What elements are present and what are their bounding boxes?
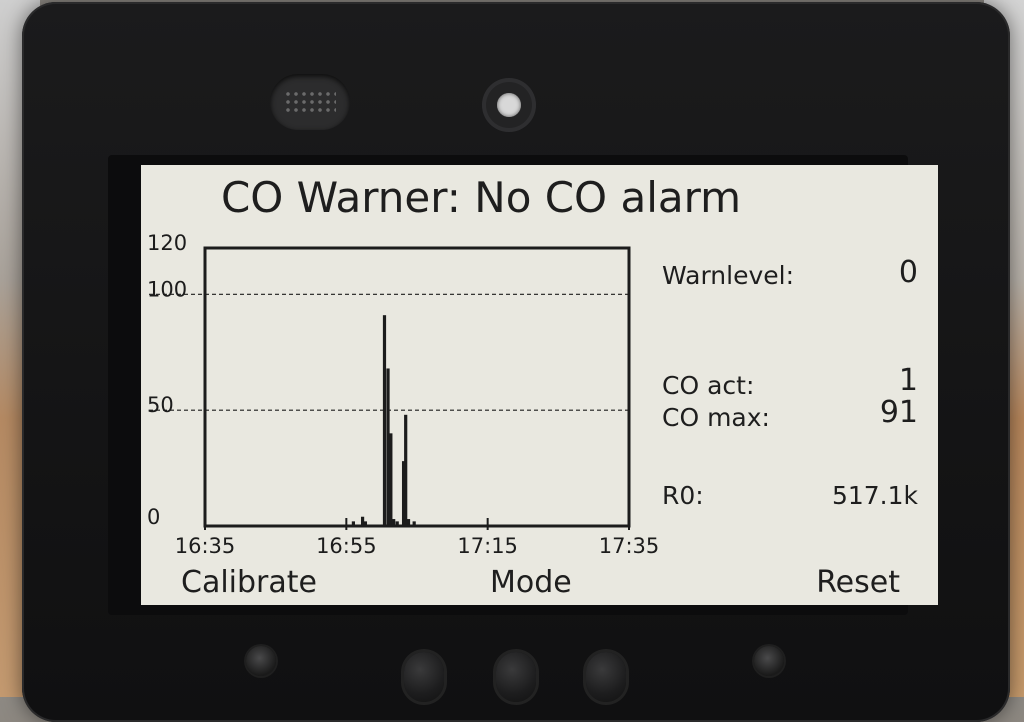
- y-tick-label: 50: [147, 393, 174, 417]
- chart-bar: [389, 433, 393, 526]
- y-tick-label: 120: [147, 231, 187, 255]
- chart-bar: [395, 521, 399, 526]
- chart-bar: [351, 521, 355, 526]
- y-tick-label: 100: [147, 277, 187, 301]
- eink-display: CO Warner: No CO alarm 16:35 16:55 17:15 17…: [141, 165, 938, 605]
- co-act-label: CO act:: [662, 371, 755, 400]
- co-max-value: 91: [879, 395, 918, 430]
- chart-bar: [404, 414, 408, 526]
- chart-bar: [360, 516, 365, 526]
- chart-bar: [406, 519, 411, 526]
- page-title: CO Warner: No CO alarm: [220, 173, 742, 222]
- co-history-chart: 16:35 16:55 17:15 17:35 0 50 100 120: [147, 231, 660, 558]
- light-sensor-lens: [497, 93, 521, 117]
- chart-bar: [401, 461, 406, 526]
- co-max-label: CO max:: [662, 403, 770, 432]
- warnlevel-label: Warnlevel:: [662, 261, 794, 290]
- y-tick-label: 0: [147, 505, 160, 529]
- light-sensor: [482, 78, 536, 132]
- mode-button[interactable]: [496, 652, 536, 702]
- r0-value: 517.1k: [831, 481, 918, 510]
- x-tick-label: 17:15: [457, 534, 518, 558]
- speaker-holes: [284, 90, 336, 114]
- chart-plot-frame: [203, 246, 631, 528]
- chart-bar: [363, 521, 368, 526]
- x-tick-label: 16:35: [175, 534, 236, 558]
- chart-bar: [392, 519, 396, 526]
- chart-bar: [382, 315, 387, 526]
- screw-left: [246, 646, 276, 676]
- co-act-value: 1: [898, 363, 918, 398]
- chart-bar: [412, 521, 416, 526]
- calibrate-button[interactable]: [404, 652, 444, 702]
- screw-right: [754, 646, 784, 676]
- calibrate-softkey-label: Calibrate: [181, 565, 317, 600]
- chart-bar: [386, 368, 390, 526]
- reset-softkey-label: Reset: [816, 565, 900, 600]
- x-tick-label: 16:55: [316, 534, 377, 558]
- speaker-grille: [270, 74, 350, 130]
- r0-label: R0:: [662, 481, 704, 510]
- mode-softkey-label: Mode: [490, 565, 572, 600]
- reset-button[interactable]: [586, 652, 626, 702]
- warnlevel-value: 0: [898, 255, 918, 290]
- x-tick-label: 17:35: [599, 534, 660, 558]
